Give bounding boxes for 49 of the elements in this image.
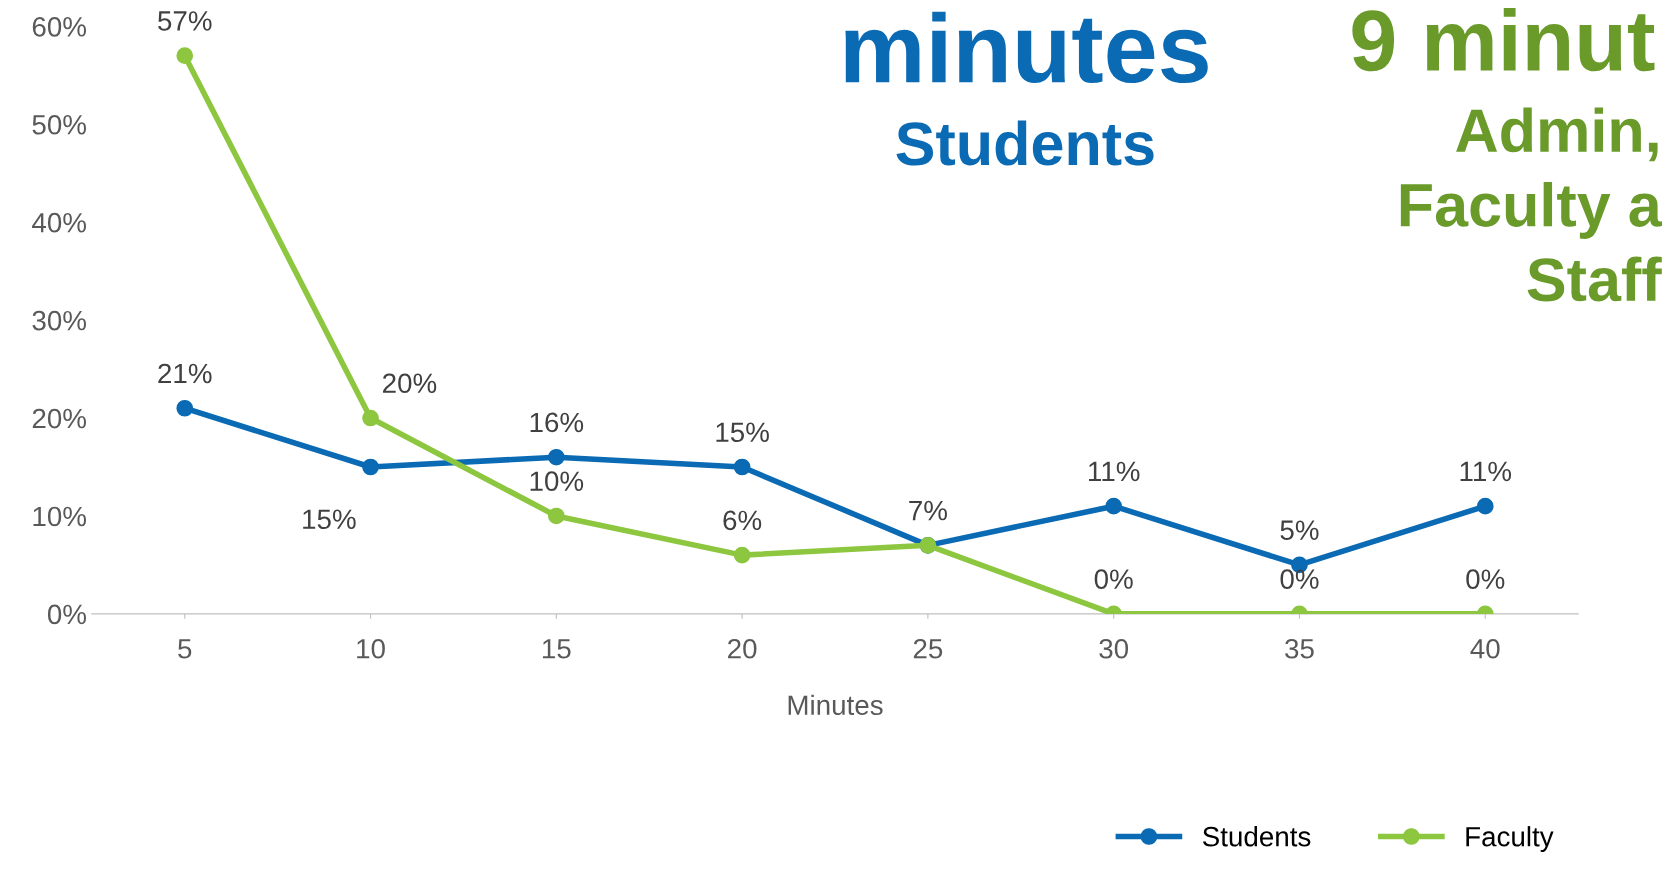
point: [362, 458, 379, 476]
x-tick-label: 15: [542, 639, 571, 659]
legend-label: Faculty: [1466, 826, 1554, 852]
x-tick-label: 25: [913, 638, 943, 659]
data-label: 20%: [383, 373, 437, 394]
y-tick-label: 50%: [32, 114, 86, 135]
y-tick-label: 30%: [32, 310, 86, 331]
annotation: minutes: [845, 11, 1208, 84]
x-tick-label: 5: [178, 639, 192, 659]
y-tick-label: 10%: [33, 506, 86, 527]
data-label: 15%: [716, 422, 769, 443]
point: [547, 507, 565, 525]
point: [733, 546, 751, 564]
point: [733, 458, 751, 476]
legend-label: Students: [1202, 826, 1311, 847]
data-label: 0%: [1466, 569, 1505, 589]
annotation: Students: [896, 120, 1154, 166]
annotation: Staff: [1527, 256, 1662, 302]
data-label: 10%: [530, 471, 584, 492]
point: [362, 409, 379, 427]
point: [176, 47, 194, 65]
y-tick-label: 60%: [32, 16, 86, 37]
x-tick-label: 35: [1285, 638, 1314, 659]
x-tick-label: 30: [1099, 638, 1129, 659]
point: [1105, 497, 1123, 515]
data-label: 7%: [909, 500, 947, 521]
annotation: Faculty a: [1400, 182, 1663, 239]
data-label: 6%: [723, 510, 762, 531]
x-tick-label: 20: [728, 638, 757, 659]
data-label: 0%: [1280, 569, 1319, 589]
x-axis-title: Minutes: [788, 694, 883, 716]
data-label: 11%: [1460, 461, 1512, 482]
point: [176, 399, 194, 417]
y-tick-label: 40%: [32, 212, 86, 233]
data-label: 16%: [530, 412, 584, 433]
data-label: 21%: [158, 363, 212, 384]
data-label: 5%: [1280, 520, 1319, 540]
point: [1476, 497, 1494, 515]
point: [547, 448, 565, 466]
data-label: 15%: [303, 509, 356, 530]
annotation: Admin,: [1456, 107, 1658, 162]
x-tick-label: 10: [357, 638, 385, 659]
data-label: 57%: [158, 11, 212, 31]
data-label: 0%: [1094, 569, 1133, 589]
y-tick-label: 0%: [47, 604, 86, 625]
x-tick-label: 40: [1470, 638, 1500, 659]
data-label: 11%: [1089, 461, 1140, 482]
annotation: 9 minut: [1352, 8, 1655, 72]
y-tick-label: 20%: [32, 408, 86, 429]
